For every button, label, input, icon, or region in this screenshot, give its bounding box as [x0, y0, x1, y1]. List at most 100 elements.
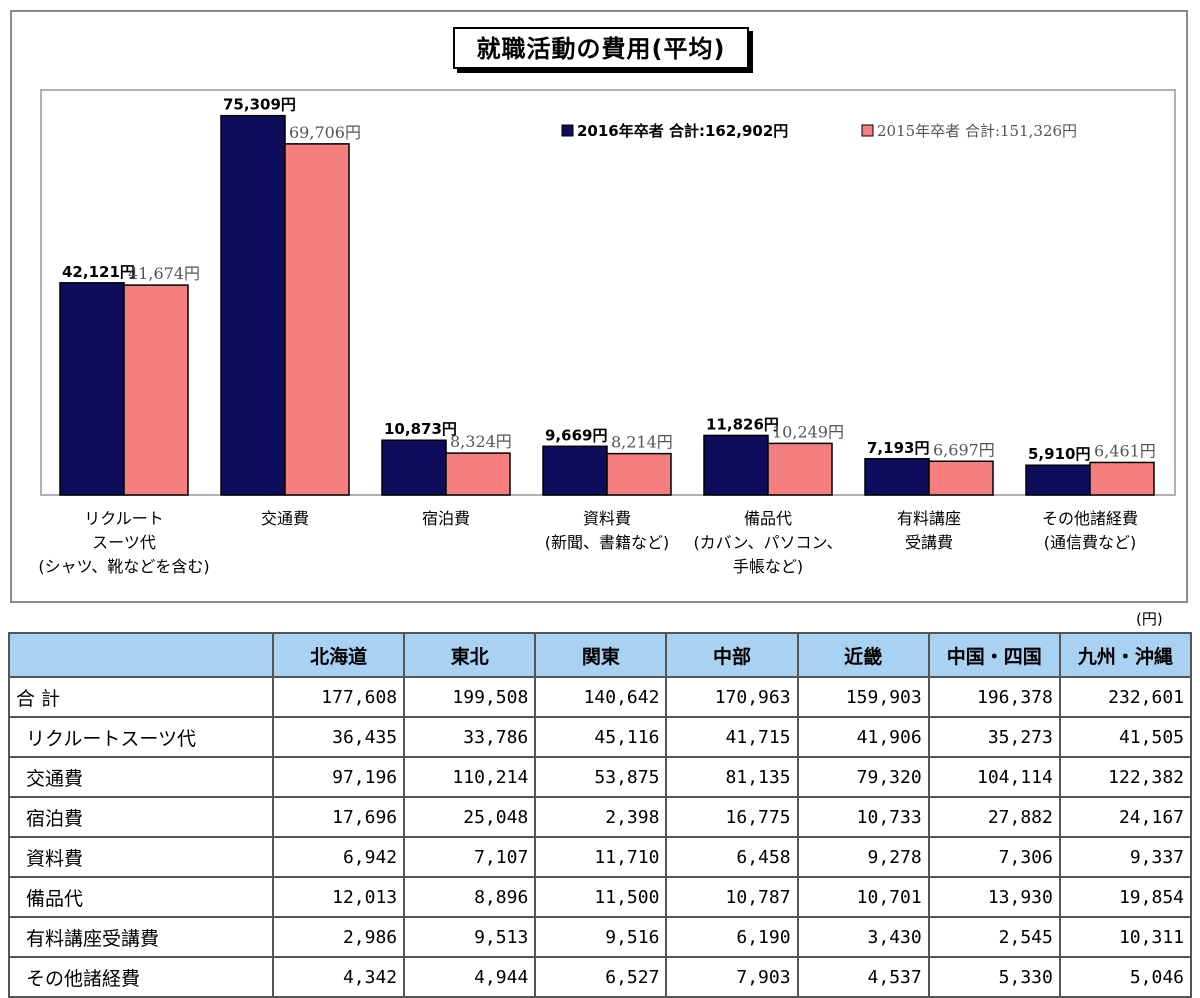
- x-tick-label-4-2: 手帳など): [733, 557, 803, 576]
- header-region-4: 中部: [665, 632, 799, 678]
- bar-2015-3: [606, 452, 672, 496]
- unit-label: (円): [1136, 610, 1163, 628]
- header-region-1: 北海道: [271, 632, 406, 678]
- data-label-2015-4: 10,249円: [772, 422, 844, 441]
- table-cell: 33,786: [403, 716, 537, 758]
- table-cell: 12,013: [271, 876, 406, 918]
- table-cell: 41,715: [665, 716, 799, 758]
- bar-2015-2: [445, 452, 511, 496]
- legend-label-2016: 2016年卒者 合計:162,902円: [577, 122, 788, 140]
- data-label-2016-5: 7,193円: [867, 439, 929, 457]
- table-cell: 7,107: [403, 836, 537, 878]
- bar-2016-5: [864, 458, 930, 496]
- table-cell: 6,527: [534, 956, 668, 998]
- table-row: 資料費 6,942 7,107 11,710 6,458 9,278 7,306 9,337: [8, 836, 1193, 878]
- x-tick-label-0-0: リクルート: [84, 509, 164, 528]
- table-cell: 7,306: [927, 836, 1061, 878]
- x-tick-label-5-1: 受講費: [905, 533, 953, 552]
- table-row: リクルートスーツ代 36,435 33,786 45,116 41,715 41,906 3…: [8, 716, 1193, 758]
- row-label: 資料費: [8, 836, 274, 878]
- table-cell: 41,906: [796, 716, 930, 758]
- row-label: 交通費: [8, 756, 274, 798]
- table-cell: 2,986: [271, 916, 406, 958]
- table-row: 備品代 12,013 8,896 11,500 10,787 10,701 13,930 19…: [8, 876, 1193, 918]
- table-cell: 41,505: [1058, 716, 1193, 758]
- x-axis-labels: リクルートスーツ代 (シャツ、靴などを含む) 交通費 宿泊費 資料費 (新聞、書籍など) 備…: [38, 509, 1138, 576]
- regional-cost-table: 北海道 東北 関東 中部 近畿 中国・四国 九州・沖縄 合 計 177,608 199,508 1…: [8, 632, 1193, 998]
- table-cell: 79,320: [796, 756, 930, 798]
- table-cell: 199,508: [403, 676, 537, 718]
- data-label-2015-0: 41,674円: [128, 264, 200, 283]
- legend-label-2015: 2015年卒者 合計:151,326円: [877, 122, 1077, 140]
- table-cell: 19,854: [1058, 876, 1193, 918]
- table-cell: 4,944: [403, 956, 537, 998]
- table-cell: 81,135: [665, 756, 799, 798]
- bar-2015-4: [767, 442, 833, 496]
- bar-2016-2: [381, 439, 447, 496]
- table-cell: 3,430: [796, 916, 930, 958]
- table-row: 宿泊費 17,696 25,048 2,398 16,775 10,733 27,882 24…: [8, 796, 1193, 838]
- data-label-2015-5: 6,697円: [933, 440, 995, 459]
- data-label-2015-3: 8,214円: [611, 433, 673, 452]
- table-cell: 196,378: [927, 676, 1061, 718]
- x-tick-label-4-1: (カバン、パソコン、: [693, 533, 842, 552]
- table-cell: 11,710: [534, 836, 668, 878]
- table-row: 有料講座受講費 2,986 9,513 9,516 6,190 3,430 2,545 10,…: [8, 916, 1193, 958]
- table-cell: 9,516: [534, 916, 668, 958]
- data-label-2016-3: 9,669円: [545, 426, 607, 444]
- table-body: 合 計 177,608 199,508 140,642 170,963 159,903 19…: [8, 676, 1193, 998]
- table-cell: 140,642: [534, 676, 668, 718]
- table-cell: 25,048: [403, 796, 537, 838]
- table-cell: 24,167: [1058, 796, 1193, 838]
- header-region-7: 九州・沖縄: [1058, 632, 1193, 678]
- bar-2016-1: [220, 114, 286, 496]
- row-label: その他諸経費: [8, 956, 274, 998]
- table-cell: 2,545: [927, 916, 1061, 958]
- x-tick-label-3-0: 資料費: [583, 509, 631, 528]
- table-cell: 5,046: [1058, 956, 1193, 998]
- table-cell: 8,896: [403, 876, 537, 918]
- table-cell: 10,701: [796, 876, 930, 918]
- table-cell: 10,733: [796, 796, 930, 838]
- data-label-2016-1: 75,309円: [223, 96, 296, 114]
- table-cell: 13,930: [927, 876, 1061, 918]
- data-label-2015-6: 6,461円: [1094, 441, 1156, 460]
- table-cell: 159,903: [796, 676, 930, 718]
- data-label-2015-1: 69,706円: [289, 123, 361, 142]
- legend: 2016年卒者 合計:162,902円 2015年卒者 合計:151,326円: [561, 122, 1077, 140]
- row-label: 有料講座受講費: [8, 916, 274, 958]
- header-region-5: 近畿: [796, 632, 930, 678]
- table-cell: 2,398: [534, 796, 668, 838]
- legend-swatch-2015: [861, 124, 874, 137]
- x-tick-label-0-2: (シャツ、靴などを含む): [38, 557, 209, 576]
- data-label-2016-0: 42,121円: [62, 263, 135, 281]
- header-region-2: 東北: [403, 632, 537, 678]
- x-tick-label-1-0: 交通費: [261, 509, 309, 528]
- table-cell: 9,337: [1058, 836, 1193, 878]
- table-cell: 35,273: [927, 716, 1061, 758]
- header-corner: [8, 632, 274, 678]
- row-label: リクルートスーツ代: [8, 716, 274, 758]
- table-cell: 6,190: [665, 916, 799, 958]
- table-cell: 7,903: [665, 956, 799, 998]
- table-header-row: 北海道 東北 関東 中部 近畿 中国・四国 九州・沖縄: [8, 632, 1193, 678]
- data-label-2016-2: 10,873円: [384, 420, 457, 438]
- table-row: 交通費 97,196 110,214 53,875 81,135 79,320 104,11…: [8, 756, 1193, 798]
- table-cell: 9,513: [403, 916, 537, 958]
- table-cell: 104,114: [927, 756, 1061, 798]
- bar-2016-3: [542, 445, 608, 496]
- table-cell: 122,382: [1058, 756, 1193, 798]
- table-cell: 6,458: [665, 836, 799, 878]
- bar-2016-0: [59, 282, 125, 496]
- chart-title: 就職活動の費用(平均): [453, 27, 749, 69]
- bar-2015-6: [1089, 461, 1155, 496]
- table-cell: 9,278: [796, 836, 930, 878]
- table-cell: 36,435: [271, 716, 406, 758]
- table-row: その他諸経費 4,342 4,944 6,527 7,903 4,537 5,330 5,04…: [8, 956, 1193, 998]
- x-tick-label-5-0: 有料講座: [897, 509, 961, 528]
- table-cell: 17,696: [271, 796, 406, 838]
- table-cell: 4,537: [796, 956, 930, 998]
- row-label: 宿泊費: [8, 796, 274, 838]
- bar-2015-0: [123, 284, 189, 496]
